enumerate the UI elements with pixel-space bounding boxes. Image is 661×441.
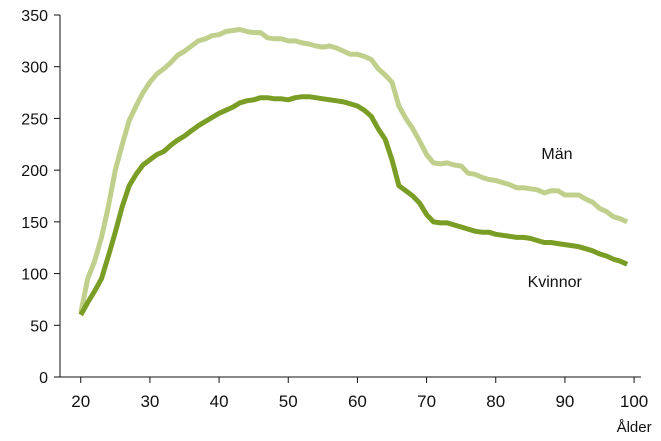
axes	[59, 15, 641, 378]
series-label-kvinnor: Kvinnor	[528, 274, 583, 291]
y-tick-label: 300	[21, 60, 48, 77]
x-tick-label: 70	[417, 392, 436, 411]
y-tick-label: 250	[21, 111, 48, 128]
x-tick-label: 20	[71, 392, 90, 411]
y-tick-label: 100	[21, 267, 48, 284]
y-tick-label: 200	[21, 163, 48, 180]
x-tick-label: 60	[348, 392, 367, 411]
y-tick-label: 0	[39, 370, 48, 387]
x-tick-label: 90	[555, 392, 574, 411]
y-axis-ticks: 0 50 100 150 200 250 300 350	[21, 8, 60, 387]
series-line-man	[78, 27, 629, 314]
x-tick-label: 30	[140, 392, 159, 411]
y-tick-label: 150	[21, 215, 48, 232]
series-label-man: Män	[541, 146, 572, 163]
x-tick-label: 80	[486, 392, 505, 411]
y-tick-label: 350	[21, 8, 48, 25]
x-tick-label: 40	[210, 392, 229, 411]
x-tick-label: 50	[279, 392, 298, 411]
x-axis-title: Ålder	[617, 419, 652, 436]
series-line-kvinnor	[78, 94, 629, 317]
x-axis-ticks: 20 30 40 50 60 70 80 90 100	[71, 377, 648, 411]
plot-area	[78, 27, 629, 317]
x-tick-label: 100	[620, 392, 648, 411]
y-tick-label: 50	[30, 318, 48, 335]
